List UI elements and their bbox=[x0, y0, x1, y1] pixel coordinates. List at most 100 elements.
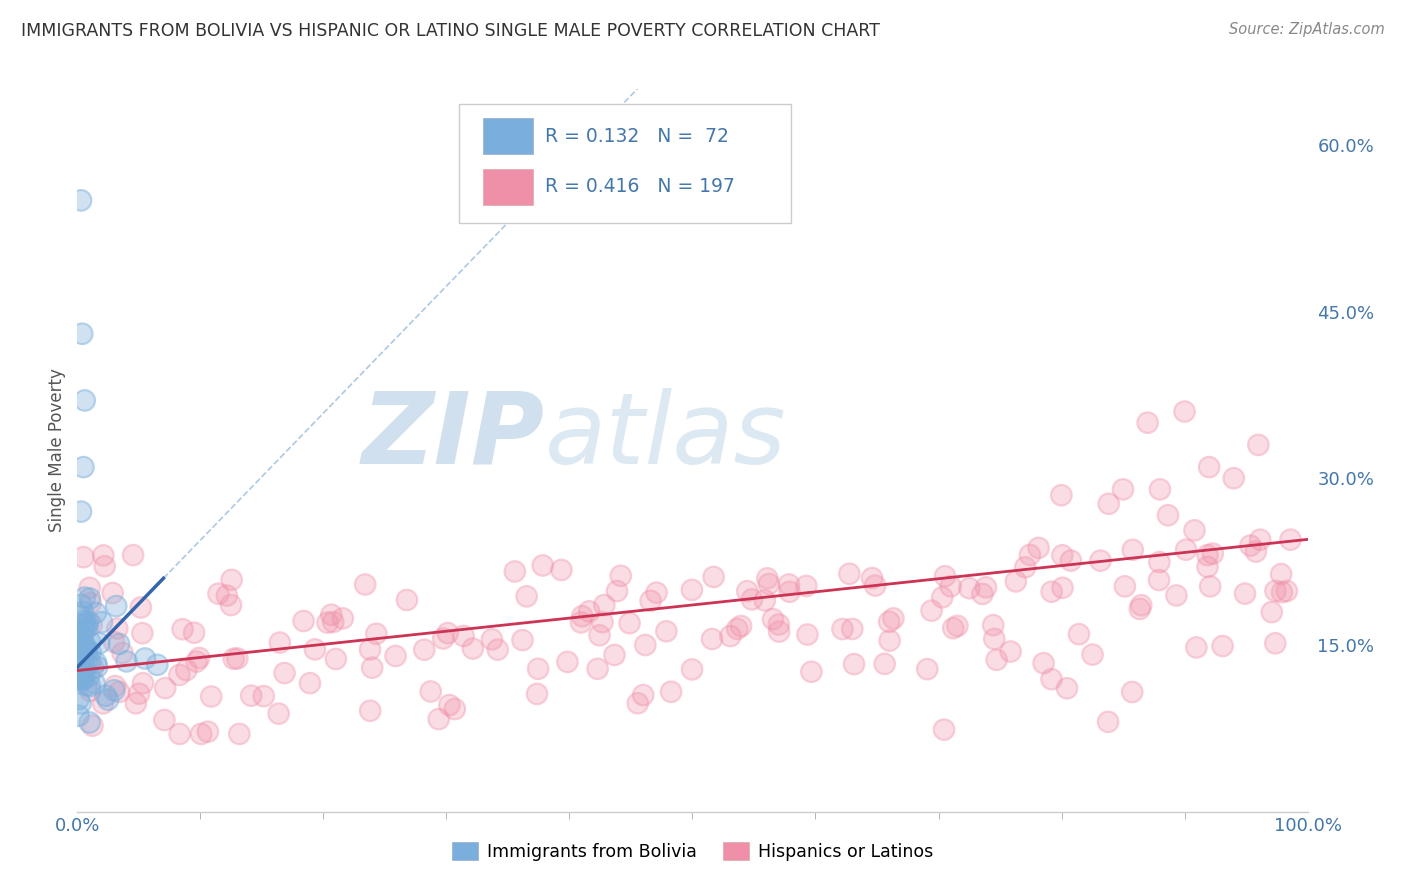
Point bbox=[1175, 542, 1198, 557]
Point bbox=[725, 622, 748, 636]
Point bbox=[1112, 483, 1135, 497]
Point bbox=[934, 569, 956, 583]
Point bbox=[1032, 656, 1054, 670]
Point bbox=[768, 624, 790, 639]
Point bbox=[105, 599, 128, 613]
Point bbox=[762, 612, 785, 626]
Point bbox=[73, 393, 96, 408]
Point bbox=[1149, 555, 1171, 569]
Point bbox=[516, 590, 538, 604]
Point bbox=[1212, 639, 1234, 653]
Point bbox=[70, 630, 93, 644]
Point bbox=[70, 669, 93, 683]
Point bbox=[70, 669, 93, 683]
Point bbox=[1056, 681, 1078, 696]
Point bbox=[427, 712, 450, 726]
Point bbox=[720, 629, 742, 643]
Text: atlas: atlas bbox=[546, 387, 786, 484]
Point bbox=[1090, 554, 1112, 568]
Point bbox=[79, 645, 101, 659]
Point bbox=[1223, 471, 1246, 485]
FancyBboxPatch shape bbox=[484, 118, 533, 154]
Point bbox=[1149, 483, 1171, 497]
Point bbox=[75, 662, 97, 676]
Point bbox=[1233, 586, 1256, 600]
Point bbox=[188, 651, 211, 665]
Point bbox=[79, 715, 101, 730]
Point bbox=[1136, 416, 1159, 430]
Point bbox=[222, 652, 245, 666]
Point bbox=[703, 570, 725, 584]
Point bbox=[957, 581, 980, 595]
Point bbox=[72, 669, 94, 683]
Point bbox=[939, 579, 962, 593]
Point bbox=[779, 584, 801, 599]
Point bbox=[569, 615, 592, 630]
Point bbox=[70, 598, 93, 612]
Point bbox=[1000, 644, 1022, 658]
Point bbox=[155, 681, 177, 695]
Point bbox=[219, 598, 242, 612]
Point bbox=[841, 622, 863, 636]
Point bbox=[942, 621, 965, 635]
Point bbox=[779, 584, 801, 599]
Point bbox=[986, 653, 1008, 667]
Point bbox=[86, 660, 108, 674]
Point bbox=[79, 684, 101, 698]
Point bbox=[1275, 584, 1298, 599]
Point bbox=[93, 559, 115, 574]
Point bbox=[1121, 685, 1143, 699]
Point bbox=[93, 549, 115, 563]
Point bbox=[1112, 483, 1135, 497]
Point bbox=[1050, 488, 1073, 502]
Point bbox=[586, 662, 609, 676]
Point bbox=[436, 626, 458, 640]
Point bbox=[1244, 544, 1267, 558]
Point bbox=[627, 696, 650, 710]
Point bbox=[681, 662, 703, 676]
Point bbox=[67, 641, 90, 656]
Point bbox=[69, 628, 91, 642]
Point bbox=[527, 662, 550, 676]
Point bbox=[73, 623, 96, 637]
Point bbox=[1114, 579, 1136, 593]
Point bbox=[72, 550, 94, 565]
Point bbox=[634, 638, 657, 652]
Point bbox=[700, 632, 723, 646]
Point bbox=[1174, 404, 1197, 418]
Point bbox=[526, 687, 548, 701]
Point bbox=[253, 689, 276, 703]
Point bbox=[359, 642, 381, 657]
Point bbox=[1261, 605, 1284, 619]
Point bbox=[72, 640, 94, 655]
Point bbox=[72, 635, 94, 649]
Point bbox=[453, 629, 475, 643]
Point bbox=[1157, 508, 1180, 523]
Text: ZIP: ZIP bbox=[361, 387, 546, 484]
Point bbox=[67, 641, 90, 656]
Point bbox=[1147, 573, 1170, 587]
Point bbox=[481, 632, 503, 647]
Point bbox=[1212, 639, 1234, 653]
Point bbox=[325, 652, 347, 666]
Point bbox=[76, 616, 98, 631]
Point bbox=[70, 663, 93, 677]
Point bbox=[503, 565, 526, 579]
Point bbox=[432, 632, 454, 646]
Point bbox=[931, 591, 953, 605]
Point bbox=[1028, 541, 1050, 555]
Point bbox=[79, 645, 101, 659]
Point bbox=[619, 616, 641, 631]
Point bbox=[1197, 548, 1219, 562]
Point bbox=[1098, 497, 1121, 511]
Point bbox=[1114, 579, 1136, 593]
Point bbox=[70, 609, 93, 624]
Point bbox=[82, 719, 104, 733]
Point bbox=[354, 577, 377, 591]
Point bbox=[1060, 553, 1083, 567]
Point bbox=[1223, 471, 1246, 485]
Point bbox=[73, 671, 96, 685]
Point bbox=[207, 587, 229, 601]
Point bbox=[578, 604, 600, 618]
Point bbox=[70, 636, 93, 650]
